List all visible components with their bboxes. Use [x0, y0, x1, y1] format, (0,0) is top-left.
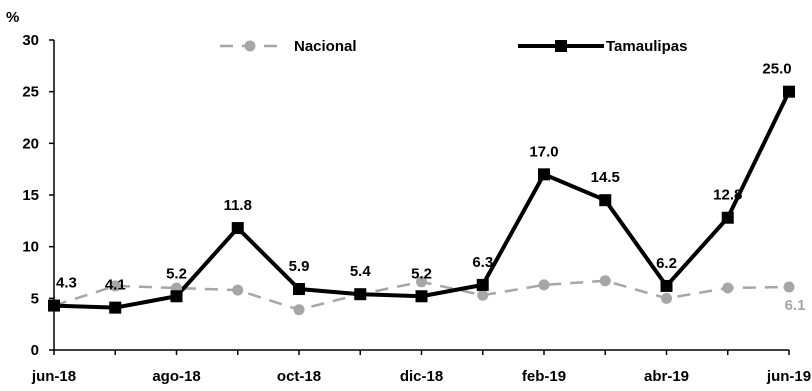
marker-nacional	[477, 289, 489, 301]
data-label-tamaulipas: 17.0	[529, 143, 558, 160]
data-labels: 4.3 4.1 5.2 11.8 5.9 5.4 5.2 6.3 17.0 14.5 6.2 12.8…	[56, 61, 805, 314]
marker-tamaulipas	[538, 168, 550, 181]
legend-marker-nacional	[244, 40, 256, 52]
marker-tamaulipas	[415, 290, 428, 303]
x-tick-label: abr-19	[644, 368, 689, 385]
y-tick-label: 25	[22, 84, 39, 101]
data-label-tamaulipas: 5.4	[350, 263, 372, 280]
data-label-tamaulipas: 6.3	[472, 254, 493, 271]
series-markers	[48, 85, 795, 316]
data-label-tamaulipas: 5.2	[411, 265, 432, 282]
x-tick-label: ago-18	[152, 368, 200, 385]
data-label-tamaulipas: 14.5	[591, 169, 620, 186]
y-axis-ticks: 0 5 10 15 20 25 30	[22, 32, 54, 359]
y-axis-unit-label: %	[6, 9, 19, 26]
marker-nacional	[722, 282, 734, 294]
y-tick-label: 10	[22, 239, 39, 256]
y-tick-label: 15	[22, 187, 39, 204]
marker-tamaulipas	[660, 279, 673, 292]
marker-tamaulipas	[293, 283, 305, 296]
marker-nacional	[538, 279, 550, 291]
marker-nacional	[109, 280, 121, 292]
data-label-nacional: 6.1	[785, 297, 806, 314]
marker-tamaulipas	[170, 290, 183, 303]
marker-tamaulipas	[599, 194, 612, 207]
x-axis-ticks: jun-18 ago-18 oct-18 dic-18 feb-19 abr-19 jun-…	[31, 350, 811, 385]
y-tick-label: 0	[31, 342, 39, 359]
marker-tamaulipas	[354, 288, 367, 301]
data-label-tamaulipas: 25.0	[762, 61, 791, 78]
marker-tamaulipas	[109, 301, 122, 314]
data-label-tamaulipas: 11.8	[224, 197, 252, 214]
axes	[53, 40, 789, 351]
data-label-tamaulipas: 5.9	[289, 258, 310, 275]
data-label-tamaulipas: 12.8	[713, 187, 742, 204]
x-tick-label: jun-18	[31, 368, 76, 385]
marker-nacional	[232, 284, 244, 296]
marker-tamaulipas	[721, 211, 734, 224]
x-tick-label: dic-18	[400, 368, 443, 385]
x-tick-label: jun-19	[766, 368, 811, 385]
marker-nacional	[783, 281, 795, 293]
marker-tamaulipas	[231, 222, 244, 235]
marker-tamaulipas	[476, 278, 489, 291]
y-tick-label: 5	[31, 290, 39, 307]
legend-label-nacional: Nacional	[294, 38, 357, 55]
legend: Nacional Tamaulipas	[220, 38, 687, 55]
data-label-tamaulipas: 4.1	[105, 277, 126, 294]
data-label-tamaulipas: 4.3	[56, 275, 77, 292]
legend-marker-tamaulipas	[555, 40, 567, 52]
y-tick-label: 20	[22, 135, 39, 152]
marker-nacional	[293, 304, 305, 316]
marker-nacional	[416, 276, 427, 288]
data-label-tamaulipas: 5.2	[166, 265, 187, 282]
data-label-tamaulipas: 6.2	[656, 255, 677, 272]
x-tick-label: oct-18	[277, 368, 321, 385]
x-tick-label: feb-19	[522, 368, 566, 385]
marker-nacional	[661, 292, 672, 304]
marker-tamaulipas	[48, 299, 60, 312]
legend-label-tamaulipas: Tamaulipas	[606, 38, 687, 55]
marker-nacional	[599, 275, 611, 287]
y-tick-label: 30	[22, 32, 39, 49]
marker-tamaulipas	[783, 85, 795, 98]
